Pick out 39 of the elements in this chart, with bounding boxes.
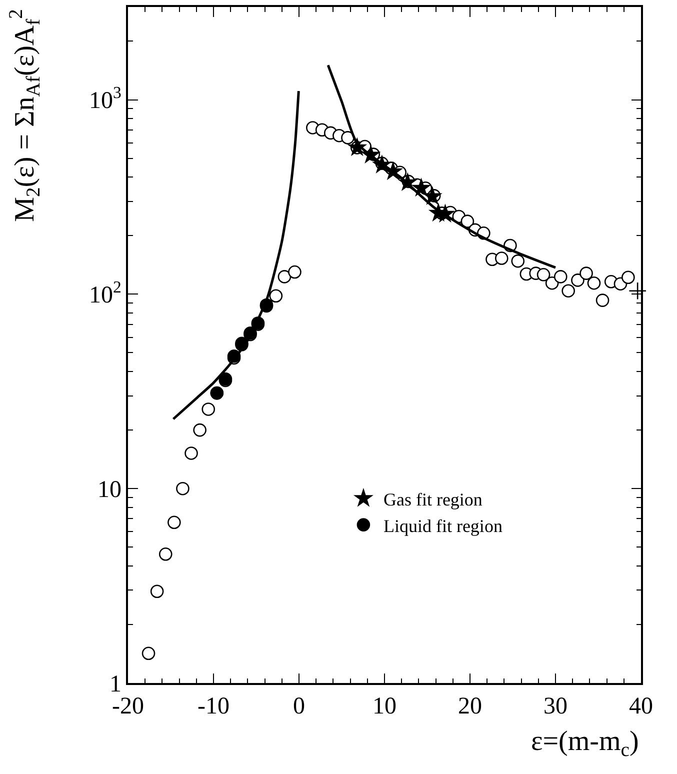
- x-tick-label: 0: [293, 694, 305, 720]
- point: [269, 289, 283, 303]
- x-tick-label: 10: [372, 694, 396, 720]
- point: [545, 276, 559, 290]
- y-tick-label: 10$^{2}$: [89, 277, 122, 309]
- point: [494, 252, 508, 265]
- x-tick-label: -10: [198, 694, 230, 720]
- point: [596, 294, 610, 307]
- point: [168, 516, 181, 530]
- point: [622, 270, 635, 284]
- point: [150, 584, 164, 598]
- point: [184, 446, 198, 460]
- point: [628, 282, 647, 300]
- point: [580, 266, 593, 280]
- x-tick-label: 30: [544, 694, 568, 720]
- point: [587, 276, 601, 290]
- y-tick-label: 10: [97, 476, 122, 503]
- point: [288, 265, 302, 279]
- line-series: [172, 90, 300, 420]
- x-tick-label: 40: [629, 694, 653, 720]
- point: [562, 284, 575, 298]
- point: [193, 423, 206, 437]
- point: [536, 268, 550, 282]
- point: [571, 274, 584, 287]
- point: [202, 402, 216, 416]
- legend-label: Liquid fit region: [383, 516, 502, 536]
- x-tick-label: 20: [458, 694, 482, 720]
- point: [554, 270, 568, 284]
- point: [142, 646, 156, 660]
- point: [278, 270, 292, 284]
- point: [511, 254, 525, 268]
- point: [422, 186, 442, 205]
- point: [176, 482, 190, 496]
- x-axis-title: ε=(m-m$_{c}$): [531, 726, 639, 761]
- point: [341, 131, 354, 144]
- point: [158, 548, 172, 561]
- y-tick-label: 10$^{3}$: [89, 83, 122, 114]
- legend-label: Gas fit region: [383, 489, 482, 510]
- line-series: [326, 64, 557, 269]
